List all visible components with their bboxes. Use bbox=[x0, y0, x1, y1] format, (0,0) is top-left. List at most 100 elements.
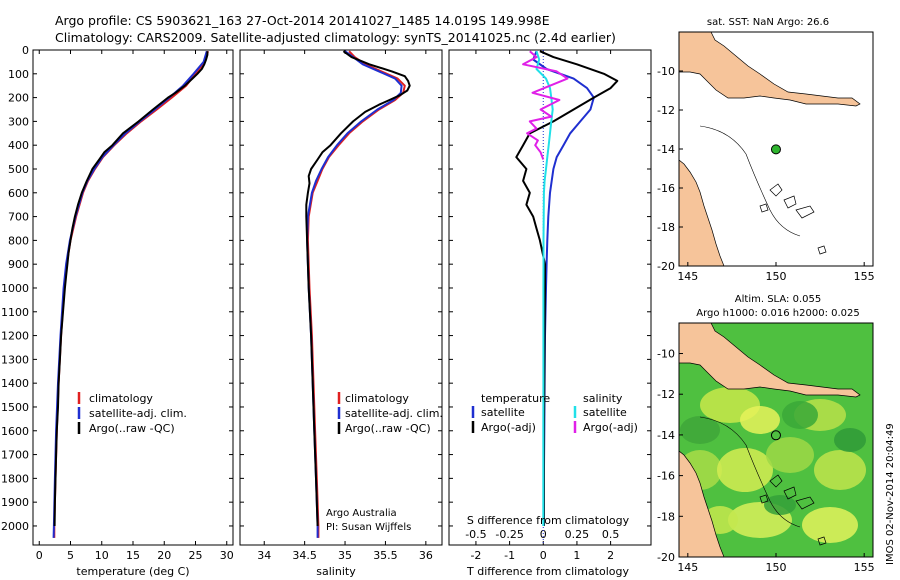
difference-frame bbox=[448, 49, 652, 546]
sst-map-land-north bbox=[679, 32, 861, 107]
difference-legend: temperature salinity satellite Argo(-adj… bbox=[471, 392, 638, 434]
map-x-tick-label: 145 bbox=[677, 561, 698, 574]
x-tick-label: 0 bbox=[540, 549, 547, 562]
sst-map-argo-location bbox=[770, 144, 781, 155]
x-top-tick-label: -0.25 bbox=[495, 528, 523, 541]
legend-climatology: climatology bbox=[89, 392, 153, 405]
x-tick-label: -1 bbox=[504, 549, 515, 562]
y-tick-label: 1900 bbox=[1, 496, 29, 509]
x-tick-label: 20 bbox=[157, 549, 171, 562]
sst-map-reefs bbox=[759, 183, 827, 255]
sst-map: sat. SST: NaN Argo: 26.6 145 150 155 -10 -12… bbox=[657, 17, 875, 283]
difference-top-xlabel: S difference from climatology bbox=[467, 514, 630, 527]
x-tick-label: 2 bbox=[607, 549, 614, 562]
map-y-tick-label: -16 bbox=[657, 470, 675, 483]
x-tick-label: 25 bbox=[189, 549, 203, 562]
y-tick-label: 800 bbox=[8, 234, 29, 247]
sla-anomaly-patch bbox=[740, 406, 780, 434]
sla-map-bathymetry bbox=[699, 416, 801, 528]
map-y-tick-label: -10 bbox=[657, 65, 675, 78]
series-line-satellite-adj-clim- bbox=[52, 50, 208, 538]
sla-anomaly-patch bbox=[680, 416, 720, 444]
legend-satellite: satellite-adj. clim. bbox=[89, 407, 187, 420]
difference-xlabel: T difference from climatology bbox=[466, 565, 629, 578]
map-y-tick-label: -14 bbox=[657, 143, 675, 156]
legend-t-argo: Argo(-adj) bbox=[481, 421, 536, 434]
sla-map: Altim. SLA: 0.055 Argo h1000: 0.016 h200… bbox=[657, 294, 875, 574]
y-tick-label: 1600 bbox=[1, 425, 29, 438]
legend-s-satellite: satellite bbox=[583, 406, 627, 419]
x-tick-label: 34 bbox=[257, 549, 271, 562]
x-tick-label: 15 bbox=[126, 549, 140, 562]
y-tick-label: 700 bbox=[8, 211, 29, 224]
x-tick-label: 10 bbox=[95, 549, 109, 562]
x-tick-label: 0 bbox=[36, 549, 43, 562]
sla-anomaly-patch bbox=[834, 428, 866, 452]
map-y-tick-label: -18 bbox=[657, 221, 675, 234]
legend-s-argo: Argo(-adj) bbox=[583, 421, 638, 434]
sla-anomaly-patch bbox=[814, 450, 866, 490]
salinity-panel: 34 34.5 35 35.5 36 salinity climatology sate… bbox=[239, 49, 443, 578]
map-y-tick-label: -12 bbox=[657, 104, 675, 117]
map-y-tick-label: -20 bbox=[657, 260, 675, 273]
map-y-tick-label: -16 bbox=[657, 182, 675, 195]
y-tick-label: 1700 bbox=[1, 449, 29, 462]
y-tick-label: 900 bbox=[8, 258, 29, 271]
map-x-tick-label: 155 bbox=[854, 270, 875, 283]
sst-map-bathymetry bbox=[699, 125, 801, 237]
legend-argo: Argo(..raw -QC) bbox=[345, 422, 431, 435]
series-line-s-argo bbox=[522, 50, 569, 160]
annotation-pi: PI: Susan Wijffels bbox=[326, 522, 411, 533]
sla-map-argo-location bbox=[770, 430, 781, 441]
legend-t-satellite: satellite bbox=[481, 406, 525, 419]
sla-anomaly-patch bbox=[764, 495, 796, 515]
x-tick-label: 34.5 bbox=[292, 549, 317, 562]
x-top-tick-label: 0 bbox=[540, 528, 547, 541]
salinity-legend: climatology satellite-adj. clim. Argo(..… bbox=[337, 392, 443, 435]
map-y-tick-label: -14 bbox=[657, 429, 675, 442]
x-tick-label: 36 bbox=[419, 549, 433, 562]
map-y-tick-label: -20 bbox=[657, 551, 675, 564]
legend-salinity-title: salinity bbox=[583, 392, 623, 405]
sla-anomaly-patch bbox=[766, 437, 814, 473]
map-y-tick-label: -18 bbox=[657, 510, 675, 523]
difference-panel: -2 -1 0 1 2 -0.5 -0.25 0 0.25 0.5 S difference fr… bbox=[448, 49, 652, 578]
sla-map-reefs bbox=[759, 474, 827, 546]
y-tick-label: 0 bbox=[22, 44, 29, 57]
x-tick-label: 35 bbox=[338, 549, 352, 562]
y-tick-label: 400 bbox=[8, 139, 29, 152]
series-line-t-argo bbox=[515, 50, 619, 526]
y-tick-label: 500 bbox=[8, 163, 29, 176]
annotation-institution: Argo Australia bbox=[326, 508, 397, 519]
series-line-climatology bbox=[53, 50, 209, 538]
series-line-argo bbox=[53, 51, 209, 527]
side-timestamp: IMOS 02-Nov-2014 20:04:49 bbox=[885, 423, 896, 565]
legend-argo: Argo(..raw -QC) bbox=[89, 422, 175, 435]
y-tick-label: 1300 bbox=[1, 353, 29, 366]
legend-climatology: climatology bbox=[345, 392, 409, 405]
y-tick-label: 1000 bbox=[1, 282, 29, 295]
header-line2: Climatology: CARS2009. Satellite-adjuste… bbox=[55, 30, 616, 45]
map-y-tick-label: -12 bbox=[657, 388, 675, 401]
sla-map-land-west bbox=[679, 450, 725, 557]
map-x-tick-label: 145 bbox=[677, 270, 698, 283]
x-top-tick-label: 0.5 bbox=[602, 528, 620, 541]
x-tick-label: -2 bbox=[470, 549, 481, 562]
sla-anomaly-patch bbox=[717, 448, 773, 492]
y-tick-label: 2000 bbox=[1, 520, 29, 533]
salinity-xlabel: salinity bbox=[316, 565, 356, 578]
temperature-panel: 0100200300400500600700800900100011001200… bbox=[1, 44, 234, 578]
y-tick-label: 100 bbox=[8, 68, 29, 81]
y-tick-label: 1400 bbox=[1, 377, 29, 390]
temperature-xlabel: temperature (deg C) bbox=[76, 565, 189, 578]
map-y-tick-label: -10 bbox=[657, 348, 675, 361]
temperature-legend: climatology satellite-adj. clim. Argo(..… bbox=[77, 392, 187, 435]
y-tick-label: 200 bbox=[8, 92, 29, 105]
series-line-satellite-adj-clim- bbox=[306, 50, 403, 538]
x-top-tick-label: -0.5 bbox=[465, 528, 486, 541]
sla-map-title-line2: Argo h1000: 0.016 h2000: 0.025 bbox=[696, 308, 860, 319]
x-top-tick-label: 0.25 bbox=[565, 528, 590, 541]
sst-map-land-west bbox=[679, 159, 725, 266]
sst-map-title: sat. SST: NaN Argo: 26.6 bbox=[707, 17, 829, 28]
y-tick-label: 1500 bbox=[1, 401, 29, 414]
